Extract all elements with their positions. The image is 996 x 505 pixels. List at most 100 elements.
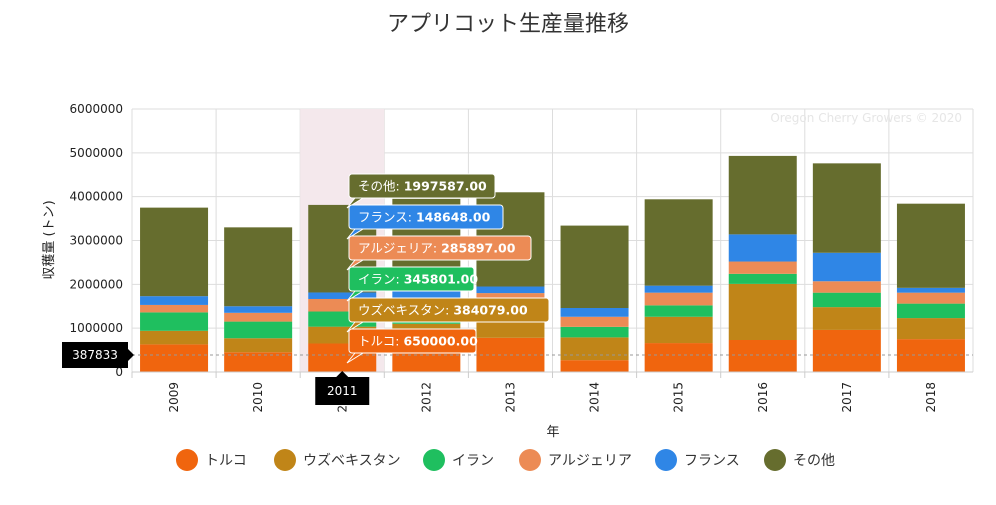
tooltip-label: その他: [358, 179, 404, 194]
y-tick-label: 5000000 [70, 146, 123, 160]
legend-marker [423, 449, 445, 471]
bar-segment [224, 227, 293, 307]
bar-segment [812, 307, 881, 330]
bar-segment [560, 308, 629, 317]
legend-label: フランス [684, 453, 740, 469]
bar-segment [140, 330, 209, 345]
tooltip-value: 345801.00 [404, 272, 479, 287]
bar-segment [644, 285, 713, 293]
bar-segment [896, 339, 965, 372]
bar-segment [728, 273, 797, 284]
bar-segment [896, 287, 965, 293]
x-tick-label: 2016 [756, 382, 770, 413]
tooltip-value: 650000.00 [403, 334, 478, 349]
x-tick-label: 2013 [503, 382, 517, 413]
bar-segment [476, 286, 545, 294]
bar-segment [812, 252, 881, 282]
tooltip-entry: トルコ: 650000.00 [346, 328, 478, 364]
tooltip-box [348, 297, 550, 323]
legend-item[interactable]: ウズベキスタン [274, 449, 401, 471]
x-tick-label: 2009 [167, 382, 181, 413]
bar-segment [308, 292, 377, 299]
watermark: Oregon Cherry Growers © 2020 [770, 111, 962, 125]
tooltip-text: フランス: 148648.00 [358, 210, 491, 225]
x-tick-label: 2014 [588, 382, 602, 413]
bar-segment [560, 337, 629, 361]
tooltip-value: 1997587.00 [404, 179, 487, 194]
bar-segment [812, 281, 881, 293]
tooltip-entry: フランス: 148648.00 [346, 204, 504, 240]
crosshair-x-label: 2011 [327, 384, 358, 398]
tooltip-value: 285897.00 [441, 241, 516, 256]
bars [140, 155, 965, 372]
tooltip-entry: ウズベキスタン: 384079.00 [346, 297, 550, 333]
x-tick-label: 2010 [251, 382, 265, 413]
x-tick-label: 2017 [840, 382, 854, 413]
chart-title: アプリコット生産量推移 [387, 12, 629, 37]
tooltip-text: イラン: 345801.00 [358, 272, 478, 287]
legend[interactable]: トルコ ウズベキスタン イラン アルジェリア フランス その他 [176, 449, 835, 471]
tooltip-box [348, 204, 504, 230]
axes: 0 1000000 2000000 3000000 4000000 5000000 6000… [70, 102, 973, 413]
x-tick-label: 2018 [924, 382, 938, 413]
legend-label: アルジェリア [548, 453, 632, 469]
y-tick-label: 2000000 [70, 277, 123, 291]
tooltip-text: ウズベキスタン: 384079.00 [358, 303, 528, 318]
y-tick-label: 3000000 [70, 234, 123, 248]
bar-segment [812, 329, 881, 372]
tooltip-entry: アルジェリア: 285897.00 [346, 235, 532, 271]
crosshair-y-label: 387833 [72, 348, 118, 362]
legend-item[interactable]: アルジェリア [519, 449, 632, 471]
bar-segment [896, 292, 965, 304]
bar-segment [728, 261, 797, 274]
tooltip-value: 384079.00 [453, 303, 528, 318]
bar-segment [224, 352, 293, 372]
bar-segment [392, 290, 461, 299]
legend-marker [176, 449, 198, 471]
bar-segment [560, 316, 629, 327]
tooltip-box [348, 266, 475, 292]
legend-item[interactable]: イラン [423, 449, 494, 471]
tooltip-entry: その他: 1997587.00 [346, 173, 496, 209]
bar-segment [224, 306, 293, 313]
bar-segment [140, 207, 209, 297]
bar-segment [728, 234, 797, 262]
bar-segment [644, 343, 713, 372]
tooltip: その他: 1997587.00 フランス: 148648.00 アルジェリア: 28… [346, 173, 550, 364]
legend-label: イラン [452, 453, 494, 469]
tooltip-label: ウズベキスタン: [358, 303, 453, 318]
tooltip-text: トルコ: 650000.00 [358, 334, 478, 349]
legend-item[interactable]: フランス [655, 449, 740, 471]
tooltip-value: 148648.00 [416, 210, 491, 225]
x-tick-label: 2012 [419, 382, 433, 413]
crosshair-x-label-bg [315, 377, 370, 405]
tooltip-box [348, 173, 496, 199]
legend-item[interactable]: その他 [764, 449, 835, 471]
tooltip-box [348, 328, 477, 354]
legend-marker [274, 449, 296, 471]
y-tick-label: 0 [115, 365, 123, 379]
legend-label: ウズベキスタン [303, 453, 401, 469]
legend-marker [655, 449, 677, 471]
crosshair-x-pointer [336, 371, 349, 377]
bar-segment [728, 340, 797, 372]
tooltip-text: アルジェリア: 285897.00 [358, 241, 516, 256]
tooltip-label: トルコ: [358, 334, 403, 349]
y-tick-label: 6000000 [70, 102, 123, 116]
tooltip-label: イラン: [358, 272, 404, 287]
bar-segment [644, 316, 713, 344]
bar-segment [560, 326, 629, 338]
bar-segment [644, 199, 713, 286]
bar-segment [224, 321, 293, 339]
tooltip-entry: イラン: 345801.00 [346, 266, 478, 302]
y-axis-title: 収穫量 (トン) [42, 200, 57, 279]
bar-segment [896, 318, 965, 340]
bar-segment [812, 163, 881, 253]
legend-marker [764, 449, 786, 471]
bar-segment [728, 283, 797, 341]
y-tick-label: 4000000 [70, 190, 123, 204]
legend-item[interactable]: トルコ [176, 449, 247, 471]
bar-segment [140, 344, 209, 372]
bar-segment [896, 303, 965, 319]
